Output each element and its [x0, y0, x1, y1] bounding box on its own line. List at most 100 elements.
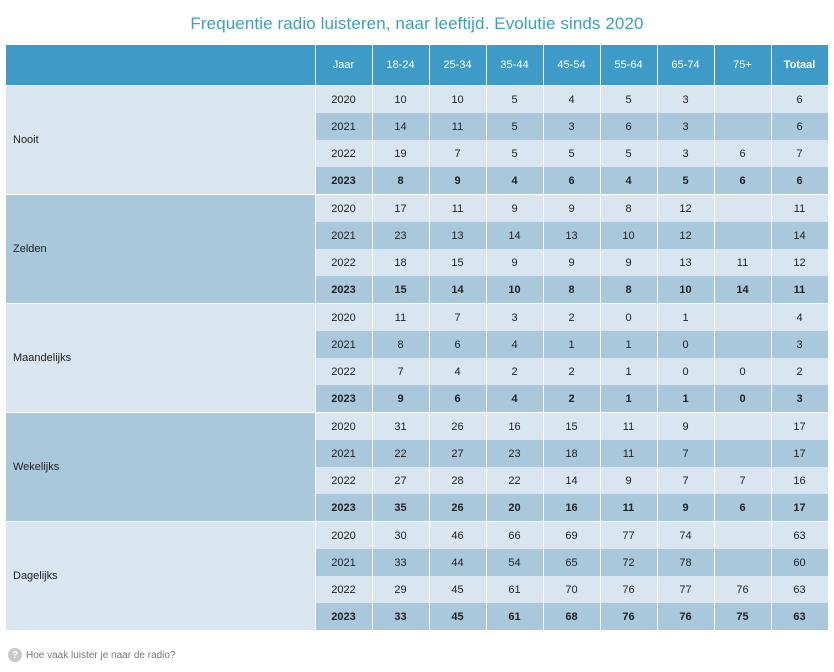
value-cell: 75 — [714, 603, 772, 631]
value-cell: 3 — [657, 113, 715, 140]
row-category: Nooit — [6, 85, 316, 195]
header-cell: 35-44 — [486, 45, 544, 86]
value-cell: 18 — [543, 440, 601, 467]
value-cell: 44 — [429, 549, 487, 576]
value-cell: 69 — [543, 521, 601, 549]
value-cell: 45 — [429, 603, 487, 631]
value-cell: 19 — [372, 140, 430, 167]
value-cell: 54 — [486, 549, 544, 576]
value-cell: 26 — [429, 494, 487, 522]
row-category: Zelden — [6, 194, 316, 304]
value-cell: 11 — [600, 412, 658, 440]
value-cell: 5 — [600, 140, 658, 167]
value-cell: 0 — [714, 358, 772, 385]
table-row: 2023 15 14 10 8 8 10 14 11 — [6, 276, 829, 304]
table-row: Zelden 2020 17 11 9 9 8 12 11 — [6, 194, 829, 304]
value-cell: 8 — [600, 194, 658, 222]
value-cell: 5 — [486, 85, 544, 113]
value-cell: 4 — [543, 85, 601, 113]
value-cell: 17 — [771, 412, 829, 440]
value-cell: 77 — [600, 521, 658, 549]
year-cell: 2020 — [315, 194, 373, 222]
value-cell: 23 — [486, 440, 544, 467]
value-cell: 78 — [657, 549, 715, 576]
year-cell: 2022 — [315, 576, 373, 603]
table-row: 2022 19 7 5 5 5 3 6 7 — [6, 140, 829, 167]
value-cell: 6 — [714, 140, 772, 167]
value-cell: 4 — [486, 167, 544, 195]
value-cell: 15 — [372, 276, 430, 304]
value-cell: 76 — [600, 603, 658, 631]
value-cell: 14 — [372, 113, 430, 140]
header-empty — [6, 45, 316, 86]
value-cell: 16 — [543, 494, 601, 522]
value-cell: 11 — [429, 113, 487, 140]
value-cell: 3 — [543, 113, 601, 140]
value-cell: 10 — [600, 222, 658, 249]
value-cell: 4 — [600, 167, 658, 195]
value-cell: 60 — [771, 549, 829, 576]
value-cell: 4 — [429, 358, 487, 385]
value-cell: 6 — [600, 113, 658, 140]
value-cell: 7 — [714, 467, 772, 494]
value-cell: 10 — [657, 276, 715, 304]
value-cell: 5 — [657, 167, 715, 195]
table-row: Dagelijks 2020 30 46 66 69 77 74 63 — [6, 521, 829, 631]
row-category: Wekelijks — [6, 412, 316, 522]
value-cell: 1 — [657, 303, 715, 331]
value-cell: 14 — [429, 276, 487, 304]
table-row: Wekelijks 2020 31 26 16 15 11 9 17 — [6, 412, 829, 522]
value-cell: 33 — [372, 549, 430, 576]
table-row: 2021 14 11 5 3 6 3 6 — [6, 113, 829, 140]
value-cell: 1 — [600, 385, 658, 413]
value-cell: 4 — [771, 303, 829, 331]
value-cell: 11 — [771, 194, 829, 222]
value-cell: 22 — [372, 440, 430, 467]
value-cell: 74 — [657, 521, 715, 549]
table-row: 2022 27 28 22 14 9 7 7 16 — [6, 467, 829, 494]
value-cell: 63 — [771, 603, 829, 631]
value-cell — [714, 303, 772, 331]
year-cell: 2020 — [315, 85, 373, 113]
table-row: 2021 23 13 14 13 10 12 14 — [6, 222, 829, 249]
value-cell: 0 — [600, 303, 658, 331]
value-cell: 3 — [657, 85, 715, 113]
value-cell: 5 — [486, 113, 544, 140]
value-cell: 17 — [771, 440, 829, 467]
value-cell: 5 — [600, 85, 658, 113]
value-cell: 26 — [429, 412, 487, 440]
value-cell: 3 — [486, 303, 544, 331]
value-cell: 16 — [771, 467, 829, 494]
year-cell: 2023 — [315, 603, 373, 631]
value-cell: 20 — [486, 494, 544, 522]
value-cell: 2 — [486, 358, 544, 385]
year-cell: 2021 — [315, 331, 373, 358]
value-cell: 1 — [657, 385, 715, 413]
year-cell: 2021 — [315, 549, 373, 576]
value-cell: 76 — [657, 603, 715, 631]
value-cell: 31 — [372, 412, 430, 440]
value-cell: 9 — [372, 385, 430, 413]
value-cell: 6 — [429, 331, 487, 358]
header-cell: 75+ — [714, 45, 772, 86]
value-cell: 0 — [657, 358, 715, 385]
value-cell: 9 — [543, 194, 601, 222]
year-cell: 2020 — [315, 412, 373, 440]
value-cell: 6 — [543, 167, 601, 195]
value-cell: 13 — [657, 249, 715, 276]
value-cell: 61 — [486, 603, 544, 631]
year-cell: 2022 — [315, 140, 373, 167]
table-row: 2021 33 44 54 65 72 78 60 — [6, 549, 829, 576]
value-cell: 12 — [657, 222, 715, 249]
value-cell: 18 — [372, 249, 430, 276]
value-cell: 22 — [486, 467, 544, 494]
value-cell: 4 — [486, 331, 544, 358]
value-cell: 17 — [771, 494, 829, 522]
table-row: 2022 18 15 9 9 9 13 11 12 — [6, 249, 829, 276]
value-cell: 14 — [771, 222, 829, 249]
value-cell — [714, 440, 772, 467]
value-cell: 12 — [771, 249, 829, 276]
value-cell: 76 — [600, 576, 658, 603]
value-cell: 9 — [543, 249, 601, 276]
value-cell: 8 — [543, 276, 601, 304]
